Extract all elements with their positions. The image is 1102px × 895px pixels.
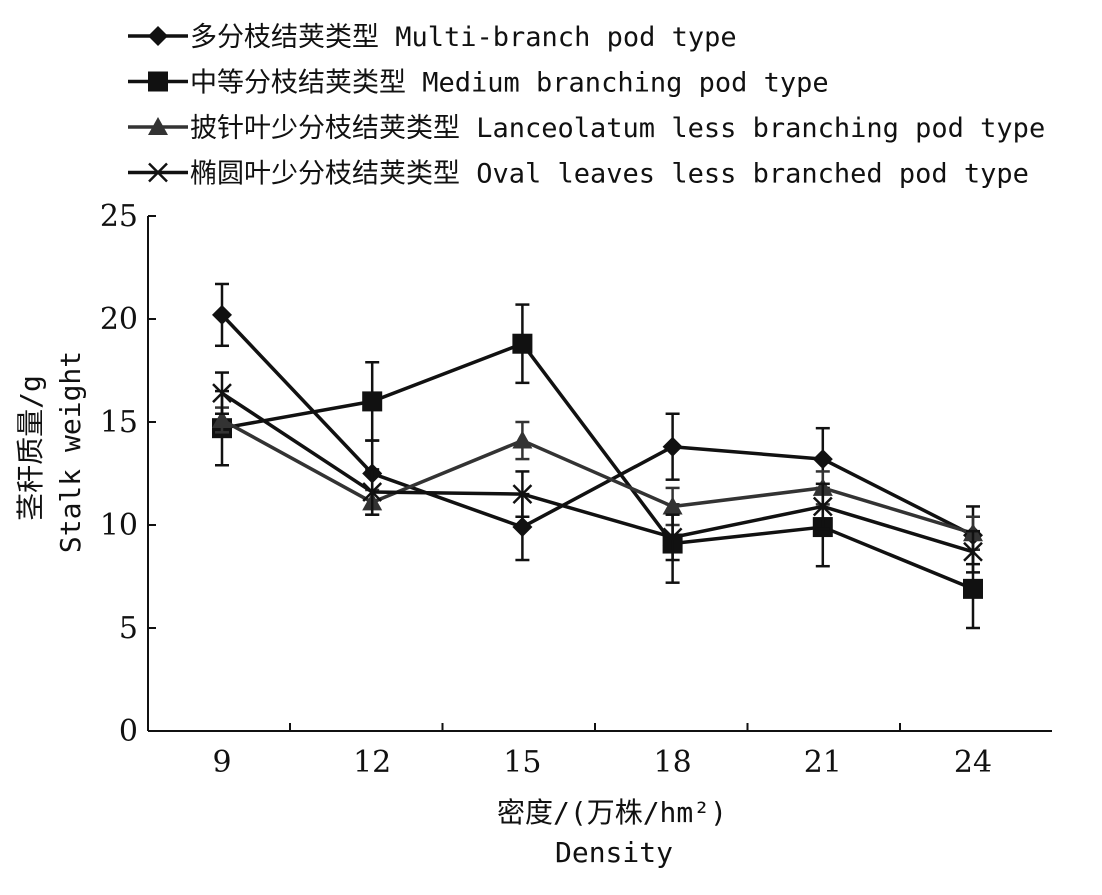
legend-item: 披针叶少分枝结荚类型 Lanceolatum less branching po… <box>128 113 1045 144</box>
marker-diamond <box>512 517 533 538</box>
legend-item: 多分枝结荚类型 Multi-branch pod type <box>128 22 737 53</box>
marker-triangle <box>662 496 683 515</box>
x-tick-label: 24 <box>954 745 992 780</box>
marker-triangle <box>148 117 168 135</box>
marker-x-stroke <box>362 482 383 502</box>
legend-label: 多分枝结荚类型 Multi-branch pod type <box>190 22 737 53</box>
x-tick-label: 15 <box>503 745 541 780</box>
marker-x <box>148 162 168 183</box>
x-axis-title-english: Density <box>555 836 673 869</box>
marker-triangle <box>512 430 533 449</box>
marker-x <box>512 484 533 504</box>
marker-square <box>362 391 383 412</box>
marker-x-stroke <box>812 496 833 517</box>
marker-x-stroke <box>963 541 983 562</box>
x-tick-label: 18 <box>654 745 692 780</box>
legend-item: 椭圆叶少分枝结荚类型 Oval leaves less branched pod… <box>128 159 1029 190</box>
axis-titles: 茎秆质量/g Stalk weight 密度/(万株/hm²) Density <box>14 351 727 869</box>
marker-square <box>148 71 168 92</box>
legend-label: 披针叶少分枝结荚类型 Lanceolatum less branching po… <box>190 113 1045 144</box>
y-tick-label: 0 <box>119 714 138 749</box>
marker-diamond <box>812 449 833 470</box>
series <box>212 282 983 630</box>
legend-label: 中等分枝结荚类型 Medium branching pod type <box>190 68 829 99</box>
marker-x <box>812 496 833 517</box>
marker-x <box>362 482 383 502</box>
marker-x-stroke <box>212 383 232 404</box>
series-line <box>221 418 974 535</box>
y-tick-label: 5 <box>119 611 138 646</box>
legend-label: 椭圆叶少分枝结荚类型 Oval leaves less branched pod… <box>190 159 1029 190</box>
x-tick-label: 9 <box>212 745 231 780</box>
marker-square <box>963 578 983 599</box>
y-tick-label: 20 <box>100 302 138 337</box>
marker-diamond <box>662 436 683 457</box>
marker-square <box>512 333 533 354</box>
marker-x-stroke <box>512 484 533 504</box>
series-line <box>221 391 974 554</box>
series-diamond <box>212 282 983 566</box>
series-line <box>221 341 974 591</box>
x-tick-label: 21 <box>804 745 842 780</box>
marker-x <box>963 541 983 562</box>
axes <box>147 216 1052 732</box>
ticks: 0 5 10 15 20 25 9 12 15 18 21 24 <box>100 199 992 780</box>
y-tick-label: 15 <box>100 405 138 440</box>
marker-x <box>212 383 232 404</box>
x-axis-title-chinese: 密度/(万株/hm²) <box>497 796 727 829</box>
x-tick-label: 12 <box>353 745 391 780</box>
series-square <box>212 303 983 630</box>
marker-x <box>662 527 683 548</box>
y-tick-label: 25 <box>100 199 138 234</box>
y-axis-title-english: Stalk weight <box>54 351 87 553</box>
legend: 多分枝结荚类型 Multi-branch pod type 中等分枝结荚类型 Me… <box>128 22 1045 190</box>
series-x <box>212 371 983 574</box>
series-line <box>220 313 974 537</box>
marker-triangle <box>212 409 232 428</box>
marker-diamond <box>148 26 168 46</box>
marker-diamond <box>212 304 232 325</box>
legend-item: 中等分枝结荚类型 Medium branching pod type <box>128 68 829 99</box>
y-tick-label: 10 <box>100 508 138 543</box>
marker-x-stroke <box>148 162 168 183</box>
y-axis-title-chinese: 茎秆质量/g <box>14 375 47 521</box>
marker-x-stroke <box>662 527 683 548</box>
